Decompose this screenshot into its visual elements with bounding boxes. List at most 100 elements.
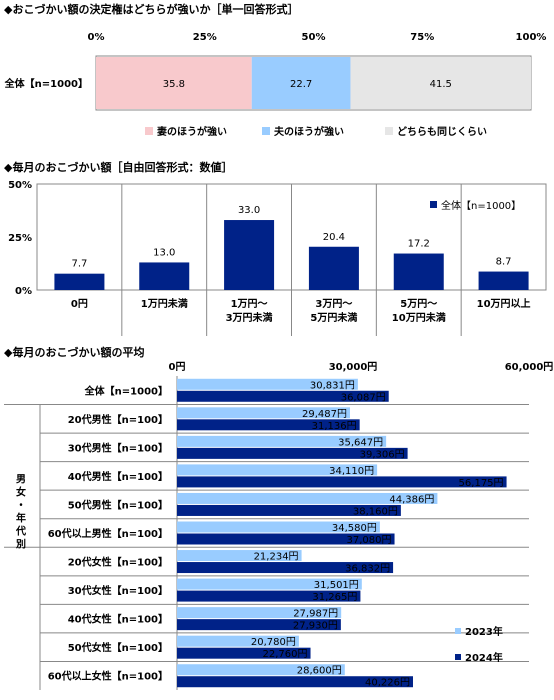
chart3-value-label: 27,987円 [293, 609, 338, 620]
chart3-bar [177, 521, 380, 533]
chart3-category-label: 40代女性【n=100】 [68, 613, 168, 626]
chart2-category-label: 1万円未満 [141, 297, 188, 310]
chart1-legend-label: 夫のほうが強い [273, 125, 344, 138]
chart2-category-label: 5万円未満 [310, 311, 357, 324]
chart3-legend-swatch [455, 654, 461, 660]
chart1-segment [251, 57, 351, 109]
chart3-bar [177, 533, 395, 545]
chart1-value-label: 41.5 [430, 79, 452, 90]
chart3-value-label: 31,501円 [314, 580, 359, 591]
chart2-value-label: 13.0 [153, 247, 175, 258]
chart3-category-label: 50代男性【n=100】 [68, 498, 168, 511]
chart3-value-label: 34,110円 [329, 466, 374, 477]
chart3-value-label: 36,087円 [341, 392, 386, 403]
chart3-legend-swatch [455, 628, 461, 634]
chart3-value-label: 40,226円 [365, 678, 410, 689]
chart3-bar [177, 607, 342, 619]
chart3-value-label: 31,136円 [312, 421, 357, 432]
chart3-group-label-char: 年 [16, 512, 26, 525]
chart3-category-label: 全体【n=1000】 [84, 384, 168, 397]
chart3-value-label: 34,580円 [332, 523, 377, 534]
chart3-bar [177, 676, 413, 688]
chart3-bar [177, 390, 389, 402]
chart3-bar [177, 619, 341, 631]
chart3-value-label: 36,832円 [345, 564, 390, 575]
chart3-tick-label: 30,000円 [329, 361, 378, 373]
chart2-bar [478, 271, 529, 290]
chart2-value-label: 17.2 [408, 239, 430, 250]
chart3-bar [177, 635, 299, 647]
chart2-value-label: 20.4 [323, 232, 345, 243]
chart3-bar [177, 578, 362, 590]
chart3-group-label-char: 別 [15, 538, 26, 551]
chart3-value-label: 22,760円 [263, 649, 308, 660]
chart3-bar [177, 664, 345, 676]
chart3-bar [177, 562, 394, 574]
chart2-legend-label: 全体【n=1000】 [441, 199, 521, 212]
chart1-legend-swatch [262, 127, 270, 135]
chart3-value-label: 30,831円 [310, 380, 355, 391]
chart2-bar [139, 262, 190, 290]
chart1-legend-label: 妻のほうが強い [157, 125, 227, 138]
chart3-value-label: 31,265円 [312, 592, 357, 603]
chart3-bar [177, 492, 438, 504]
chart2-tick-label: 0% [15, 286, 32, 297]
chart3-value-label: 35,647円 [338, 437, 383, 448]
chart3-category-label: 50代女性【n=100】 [68, 641, 168, 654]
chart3-bar [177, 504, 401, 516]
chart3-value-label: 27,930円 [293, 621, 338, 632]
chart2-category-label: 10万円未満 [392, 311, 446, 324]
chart3-bar [177, 435, 387, 447]
chart3-legend-label: 2024年 [465, 651, 503, 664]
chart3-category-label: 60代以上男性【n=100】 [48, 527, 168, 540]
chart3-group-label-char: ・ [16, 501, 26, 512]
chart3-value-label: 38,160円 [353, 506, 398, 517]
chart1-legend-label: どちらも同じくらい [397, 125, 487, 138]
chart3-bar [177, 407, 350, 419]
chart2-value-label: 7.7 [71, 259, 87, 270]
chart3-value-label: 21,234円 [254, 552, 299, 563]
chart3-bar [177, 464, 378, 476]
chart2-category-label: 10万円以上 [477, 297, 531, 310]
chart3-category-label: 30代男性【n=100】 [68, 441, 168, 454]
chart1-tick-label: 25% [193, 32, 217, 43]
chart3-group-label-char: 男 [16, 474, 26, 486]
chart2-bar [393, 253, 444, 290]
chart2-bar [308, 246, 359, 290]
chart1-legend-swatch [145, 127, 153, 135]
chart3-category-label: 40代男性【n=100】 [68, 470, 168, 483]
chart3-bar [177, 476, 507, 488]
chart1-value-label: 22.7 [290, 79, 312, 90]
chart3-bar [177, 590, 361, 602]
chart2-category-label: 3万円～ [315, 298, 352, 310]
chart3-bar [177, 419, 360, 431]
chart3-title: ◆毎月のおこづかい額の平均 [4, 345, 144, 359]
chart3-value-label: 29,487円 [302, 409, 347, 420]
chart3-category-label: 20代男性【n=100】 [68, 413, 168, 426]
chart3-group-label-char: 代 [15, 525, 26, 538]
chart2-category-label: 3万円未満 [226, 311, 273, 324]
chart2-bar [224, 220, 275, 290]
chart2-category-label: 0円 [71, 298, 88, 310]
chart2-tick-label: 25% [8, 233, 32, 244]
chart3-tick-label: 0円 [169, 361, 186, 373]
chart3-value-label: 44,386円 [389, 494, 434, 505]
chart3-value-label: 28,600円 [297, 666, 342, 677]
chart3-category-label: 60代以上女性【n=100】 [48, 670, 168, 683]
chart1-segment [350, 57, 531, 109]
chart3-bar [177, 647, 311, 659]
chart1-value-label: 35.8 [163, 79, 185, 90]
chart2-value-label: 33.0 [238, 205, 260, 216]
chart2-legend-swatch [430, 201, 437, 208]
chart2-title: ◆毎月のおこづかい額［自由回答形式：数値］ [4, 160, 232, 174]
chart1-tick-label: 100% [516, 32, 547, 43]
chart1-segment [96, 57, 252, 109]
chart3-bar [177, 447, 408, 459]
chart3-group-label-char: 女 [16, 486, 26, 499]
chart3-value-label: 20,780円 [251, 637, 296, 648]
chart3-value-label: 37,080円 [347, 535, 392, 546]
chart1-tick-label: 50% [302, 32, 326, 43]
chart1-tick-label: 75% [410, 32, 434, 43]
chart3-bar [177, 378, 358, 390]
chart3-bar [177, 550, 302, 562]
